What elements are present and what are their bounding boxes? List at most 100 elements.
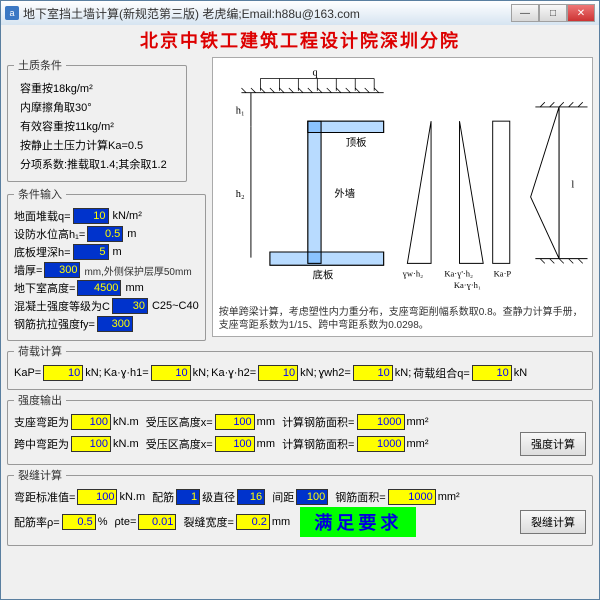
kgh2-label: Ka·ɣ·h2= xyxy=(211,367,256,379)
load-calc: 荷载计算 KaP=kN; Ka·ɣ·h1=kN; Ka·ɣ·h2=kN; ɣwh… xyxy=(7,343,593,390)
t-input[interactable] xyxy=(44,262,80,278)
h-input[interactable] xyxy=(73,244,109,260)
kap-u: kN; xyxy=(85,367,102,379)
kgh1-u: kN; xyxy=(193,367,210,379)
m2-u: kN.m xyxy=(113,438,139,450)
mstd-u: kN.m xyxy=(119,491,145,503)
window-title: 地下室挡土墙计算(新规范第三版) 老虎编;Email:h88u@163.com xyxy=(23,5,511,22)
crack-legend: 裂缝计算 xyxy=(14,467,66,483)
mstd-out[interactable] xyxy=(77,489,117,505)
crack-calc: 裂缝计算 弯距标准值=kN.m 配筋级直径 间距 钢筋面积=mm² 配筋率ρ=%… xyxy=(7,467,593,546)
load-legend: 荷载计算 xyxy=(14,343,66,359)
soil-factors: 分项系数:推载取1.4;其余取1.2 xyxy=(14,156,180,172)
kap-label: KaP= xyxy=(14,367,41,379)
gwh2-label: ɣwh2= xyxy=(319,367,351,379)
h1-unit: m xyxy=(127,228,136,240)
qc-label: 荷载组合q= xyxy=(413,365,470,381)
strength-calc: 强度输出 支座弯距为 kN.m 受压区高度x= mm 计算钢筋面积= mm² 跨中弯距… xyxy=(7,392,593,465)
svg-text:顶板: 顶板 xyxy=(345,136,366,149)
inputs-legend: 条件输入 xyxy=(14,186,66,202)
as-out[interactable] xyxy=(388,489,436,505)
as2-u: mm² xyxy=(407,438,429,450)
m2-label: 跨中弯距为 xyxy=(14,436,69,452)
minimize-button[interactable]: — xyxy=(511,4,539,22)
s-label: 间距 xyxy=(272,489,294,505)
as-u: mm² xyxy=(438,491,460,503)
qc-u: kN xyxy=(514,367,527,379)
soil-friction: 内摩擦角取30° xyxy=(14,99,180,115)
gwh2-out[interactable] xyxy=(353,365,393,381)
h-unit: m xyxy=(113,246,122,258)
s-input[interactable] xyxy=(296,489,328,505)
svg-text:h₁: h₁ xyxy=(236,106,245,117)
close-button[interactable]: ✕ xyxy=(567,4,595,22)
m1-label: 支座弯距为 xyxy=(14,414,69,430)
x1-out[interactable] xyxy=(215,414,255,430)
c-input[interactable] xyxy=(112,298,148,314)
as2-out[interactable] xyxy=(357,436,405,452)
c-unit: C25~C40 xyxy=(152,300,199,312)
strength-legend: 强度输出 xyxy=(14,392,66,408)
w-out[interactable] xyxy=(236,514,270,530)
as1-out[interactable] xyxy=(357,414,405,430)
x2-label: 受压区高度x= xyxy=(146,436,213,452)
kgh1-label: Ka·ɣ·h1= xyxy=(104,367,149,379)
x1-label: 受压区高度x= xyxy=(146,414,213,430)
mstd-label: 弯距标准值= xyxy=(14,489,75,505)
m2-out[interactable] xyxy=(71,436,111,452)
app-icon: a xyxy=(5,6,19,20)
svg-text:h₂: h₂ xyxy=(236,189,245,200)
x2-u: mm xyxy=(257,438,275,450)
kgh1-out[interactable] xyxy=(151,365,191,381)
d-input[interactable] xyxy=(237,489,265,505)
q-label: 地面堆载q= xyxy=(14,208,71,224)
fy-input[interactable] xyxy=(97,316,133,332)
svg-text:Ka·ɣ'·h₂: Ka·ɣ'·h₂ xyxy=(444,269,473,279)
w-u: mm xyxy=(272,516,290,528)
svg-text:Ka·ɣ·h₁: Ka·ɣ·h₁ xyxy=(454,280,481,290)
gwh2-u: kN; xyxy=(395,367,412,379)
h1-input[interactable] xyxy=(87,226,123,242)
svg-text:ɣw·h₂: ɣw·h₂ xyxy=(402,269,423,279)
w-label: 裂缝宽度= xyxy=(183,514,233,530)
rho-out[interactable] xyxy=(62,514,96,530)
as1-u: mm² xyxy=(407,416,429,428)
soil-ka: 按静止土压力计算Ka=0.5 xyxy=(14,137,180,153)
kgh2-u: kN; xyxy=(300,367,317,379)
q-unit: kN/m² xyxy=(113,210,142,222)
kap-out[interactable] xyxy=(43,365,83,381)
soil-legend: 土质条件 xyxy=(14,57,66,73)
svg-text:q: q xyxy=(312,68,318,79)
svg-text:外墙: 外墙 xyxy=(334,187,355,200)
soil-density: 容重按18kg/m² xyxy=(14,80,180,96)
t-label: 墙厚= xyxy=(14,262,42,278)
diagram-note: 按单跨梁计算，考虑塑性内力重分布，支座弯距削幅系数取0.8。查静力计算手册，支座… xyxy=(219,306,586,332)
bh-input[interactable] xyxy=(77,280,121,296)
q-input[interactable] xyxy=(73,208,109,224)
h-label: 底板埋深h= xyxy=(14,244,71,260)
crack-calc-button[interactable]: 裂缝计算 xyxy=(520,510,586,534)
as1-label: 计算钢筋面积= xyxy=(282,414,354,430)
fi-input[interactable] xyxy=(176,489,200,505)
as-label: 钢筋面积= xyxy=(335,489,385,505)
h1-label: 设防水位高h₁= xyxy=(14,226,85,242)
fi-u: 级直径 xyxy=(202,489,235,505)
titlebar: a 地下室挡土墙计算(新规范第三版) 老虎编;Email:h88u@163.co… xyxy=(1,1,599,25)
pte-out[interactable] xyxy=(138,514,176,530)
fi-label: 配筋 xyxy=(152,489,174,505)
as2-label: 计算钢筋面积= xyxy=(282,436,354,452)
strength-calc-button[interactable]: 强度计算 xyxy=(520,432,586,456)
soil-conditions: 土质条件 容重按18kg/m² 内摩擦角取30° 有效容重按11kg/m² 按静… xyxy=(7,57,187,182)
x2-out[interactable] xyxy=(215,436,255,452)
pte-label: ρte= xyxy=(115,516,137,528)
bh-label: 地下室高度= xyxy=(14,280,75,296)
m1-u: kN.m xyxy=(113,416,139,428)
kgh2-out[interactable] xyxy=(258,365,298,381)
condition-inputs: 条件输入 地面堆载q=kN/m² 设防水位高h₁=m 底板埋深h=m 墙厚=mm… xyxy=(7,186,206,341)
maximize-button[interactable]: □ xyxy=(539,4,567,22)
fy-label: 钢筋抗拉强度fy= xyxy=(14,316,95,332)
qc-out[interactable] xyxy=(472,365,512,381)
m1-out[interactable] xyxy=(71,414,111,430)
c-label: 混凝土强度等级为C xyxy=(14,298,110,314)
svg-text:底板: 底板 xyxy=(312,269,333,282)
